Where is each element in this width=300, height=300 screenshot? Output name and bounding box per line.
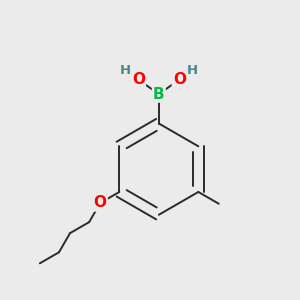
Text: B: B: [153, 87, 165, 102]
Text: O: O: [132, 72, 145, 87]
Text: O: O: [173, 72, 186, 87]
Text: O: O: [94, 196, 107, 211]
Text: H: H: [119, 64, 130, 77]
Text: H: H: [187, 64, 198, 77]
